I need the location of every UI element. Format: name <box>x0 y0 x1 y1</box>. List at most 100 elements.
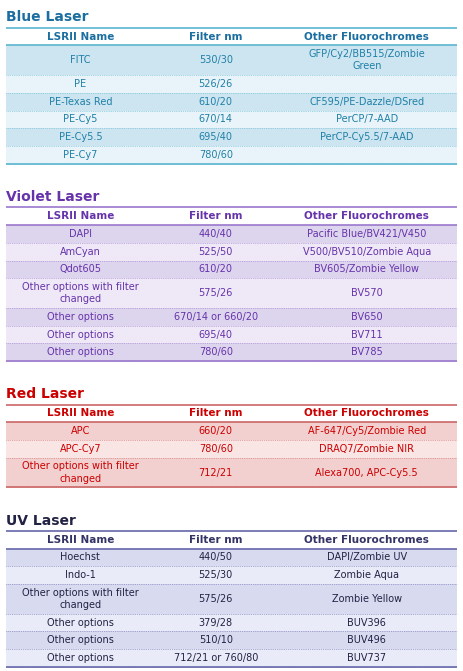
Text: 780/60: 780/60 <box>199 444 233 454</box>
Text: CF595/PE-Dazzle/DSred: CF595/PE-Dazzle/DSred <box>309 97 425 107</box>
Text: BV650: BV650 <box>351 312 382 322</box>
Text: APC: APC <box>71 426 90 436</box>
Text: 610/20: 610/20 <box>199 264 233 274</box>
Text: 530/30: 530/30 <box>199 55 233 65</box>
Bar <box>6 566 457 584</box>
Text: LSRII Name: LSRII Name <box>47 32 114 42</box>
Text: Blue Laser: Blue Laser <box>6 11 88 24</box>
Text: PE-Cy5: PE-Cy5 <box>63 115 98 124</box>
Bar <box>6 614 457 631</box>
Text: 575/26: 575/26 <box>199 288 233 298</box>
Text: 712/21 or 760/80: 712/21 or 760/80 <box>174 653 258 663</box>
Text: V500/BV510/Zombie Aqua: V500/BV510/Zombie Aqua <box>303 247 431 256</box>
Bar <box>6 278 457 308</box>
Text: FITC: FITC <box>70 55 91 65</box>
Text: 525/50: 525/50 <box>199 247 233 256</box>
Text: LSRII Name: LSRII Name <box>47 211 114 221</box>
Text: PE-Texas Red: PE-Texas Red <box>49 97 112 107</box>
Bar <box>6 584 457 614</box>
Text: 379/28: 379/28 <box>199 617 233 627</box>
Text: Filter nm: Filter nm <box>189 211 243 221</box>
Text: 712/21: 712/21 <box>199 468 233 478</box>
Bar <box>6 458 457 487</box>
Text: BV785: BV785 <box>351 348 383 357</box>
Text: Violet Laser: Violet Laser <box>6 190 100 204</box>
Bar <box>6 325 457 344</box>
Bar <box>6 146 457 164</box>
Text: UV Laser: UV Laser <box>6 513 76 527</box>
Text: Other options: Other options <box>47 312 114 322</box>
Text: BUV396: BUV396 <box>347 617 386 627</box>
Bar <box>6 46 457 75</box>
Text: Other options: Other options <box>47 653 114 663</box>
Text: Zombie Aqua: Zombie Aqua <box>334 570 399 580</box>
Text: Other options: Other options <box>47 329 114 340</box>
Text: Alexa700, APC-Cy5.5: Alexa700, APC-Cy5.5 <box>315 468 418 478</box>
Text: Other Fluorochromes: Other Fluorochromes <box>304 409 429 419</box>
Text: 695/40: 695/40 <box>199 132 233 142</box>
Text: PE-Cy5.5: PE-Cy5.5 <box>59 132 102 142</box>
Text: LSRII Name: LSRII Name <box>47 409 114 419</box>
Text: 610/20: 610/20 <box>199 97 233 107</box>
Text: Other options with filter
changed: Other options with filter changed <box>22 588 139 610</box>
Bar <box>6 422 457 440</box>
Text: Hoechst: Hoechst <box>61 552 100 562</box>
Text: AmCyan: AmCyan <box>60 247 101 256</box>
Text: 575/26: 575/26 <box>199 594 233 604</box>
Text: 525/30: 525/30 <box>199 570 233 580</box>
Text: 526/26: 526/26 <box>199 79 233 89</box>
Bar <box>6 260 457 278</box>
Bar <box>6 549 457 566</box>
Text: PerCP/7-AAD: PerCP/7-AAD <box>336 115 398 124</box>
Text: PE: PE <box>75 79 87 89</box>
Text: BV570: BV570 <box>351 288 383 298</box>
Text: DAPI/Zombie UV: DAPI/Zombie UV <box>327 552 407 562</box>
Text: Other options with filter
changed: Other options with filter changed <box>22 462 139 484</box>
Text: Filter nm: Filter nm <box>189 409 243 419</box>
Text: Red Laser: Red Laser <box>6 387 84 401</box>
Text: 695/40: 695/40 <box>199 329 233 340</box>
Bar <box>6 650 457 667</box>
Bar <box>6 631 457 650</box>
Bar <box>6 440 457 458</box>
Text: Other options with filter
changed: Other options with filter changed <box>22 282 139 304</box>
Text: Other options: Other options <box>47 617 114 627</box>
Text: Filter nm: Filter nm <box>189 535 243 545</box>
Text: AF-647/Cy5/Zombie Red: AF-647/Cy5/Zombie Red <box>308 426 426 436</box>
Bar <box>6 75 457 93</box>
Text: PerCP-Cy5.5/7-AAD: PerCP-Cy5.5/7-AAD <box>320 132 413 142</box>
Bar <box>6 93 457 111</box>
Text: DAPI: DAPI <box>69 229 92 239</box>
Text: Filter nm: Filter nm <box>189 32 243 42</box>
Text: Qdot605: Qdot605 <box>59 264 101 274</box>
Text: Zombie Yellow: Zombie Yellow <box>332 594 402 604</box>
Text: Other Fluorochromes: Other Fluorochromes <box>304 211 429 221</box>
Text: 670/14 or 660/20: 670/14 or 660/20 <box>174 312 258 322</box>
Bar <box>6 308 457 325</box>
Text: Other options: Other options <box>47 635 114 646</box>
Text: BV711: BV711 <box>351 329 382 340</box>
Bar <box>6 344 457 361</box>
Text: 440/40: 440/40 <box>199 229 232 239</box>
Text: 670/14: 670/14 <box>199 115 233 124</box>
Text: 780/60: 780/60 <box>199 348 233 357</box>
Text: GFP/Cy2/BB515/Zombie
Green: GFP/Cy2/BB515/Zombie Green <box>308 49 425 71</box>
Bar <box>6 111 457 128</box>
Bar <box>6 225 457 243</box>
Text: LSRII Name: LSRII Name <box>47 535 114 545</box>
Text: 660/20: 660/20 <box>199 426 233 436</box>
Bar <box>6 243 457 260</box>
Text: APC-Cy7: APC-Cy7 <box>60 444 101 454</box>
Text: 780/60: 780/60 <box>199 150 233 160</box>
Text: 440/50: 440/50 <box>199 552 233 562</box>
Bar <box>6 128 457 146</box>
Text: Indo-1: Indo-1 <box>65 570 96 580</box>
Text: 510/10: 510/10 <box>199 635 233 646</box>
Text: Other Fluorochromes: Other Fluorochromes <box>304 32 429 42</box>
Text: Pacific Blue/BV421/V450: Pacific Blue/BV421/V450 <box>307 229 426 239</box>
Text: BV605/Zombie Yellow: BV605/Zombie Yellow <box>314 264 419 274</box>
Text: Other Fluorochromes: Other Fluorochromes <box>304 535 429 545</box>
Text: PE-Cy7: PE-Cy7 <box>63 150 98 160</box>
Text: BUV737: BUV737 <box>347 653 386 663</box>
Text: BUV496: BUV496 <box>347 635 386 646</box>
